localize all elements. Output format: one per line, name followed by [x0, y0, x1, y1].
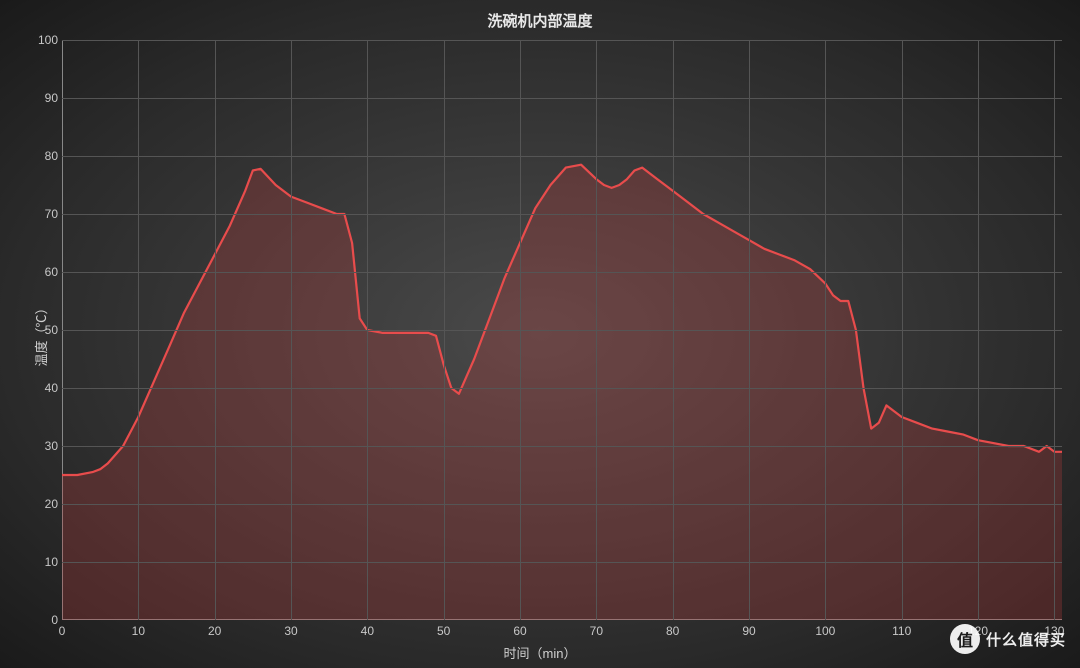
x-tick-label: 100: [815, 624, 835, 638]
gridline-h: [62, 98, 1062, 99]
x-tick-label: 110: [892, 624, 911, 638]
y-tick-label: 50: [28, 323, 58, 337]
gridline-v: [825, 40, 826, 620]
y-tick-label: 100: [28, 33, 58, 47]
gridline-v: [902, 40, 903, 620]
y-tick-label: 80: [28, 149, 58, 163]
y-tick-label: 40: [28, 381, 58, 395]
watermark: 值 什么值得买: [950, 624, 1066, 654]
y-tick-label: 90: [28, 91, 58, 105]
gridline-v: [1054, 40, 1055, 620]
watermark-badge-icon: 值: [950, 624, 980, 654]
gridline-h: [62, 330, 1062, 331]
gridline-v: [215, 40, 216, 620]
gridline-v: [596, 40, 597, 620]
x-axis-label: 时间（min）: [0, 643, 1080, 662]
gridline-h: [62, 562, 1062, 563]
gridline-v: [978, 40, 979, 620]
x-tick-label: 70: [590, 624, 603, 638]
gridline-v: [749, 40, 750, 620]
gridline-h: [62, 446, 1062, 447]
plot-area: 0102030405060708090100010203040506070809…: [62, 40, 1062, 620]
area-fill: [62, 165, 1062, 620]
gridline-h: [62, 272, 1062, 273]
x-tick-label: 30: [284, 624, 297, 638]
y-tick-label: 20: [28, 497, 58, 511]
gridline-v: [673, 40, 674, 620]
gridline-h: [62, 40, 1062, 41]
y-tick-label: 0: [28, 613, 58, 627]
gridline-h: [62, 156, 1062, 157]
x-tick-label: 20: [208, 624, 221, 638]
y-tick-label: 70: [28, 207, 58, 221]
x-tick-label: 60: [513, 624, 526, 638]
gridline-v: [291, 40, 292, 620]
x-tick-label: 80: [666, 624, 679, 638]
gridline-v: [367, 40, 368, 620]
y-tick-label: 60: [28, 265, 58, 279]
gridline-h: [62, 388, 1062, 389]
x-tick-label: 90: [742, 624, 755, 638]
gridline-v: [444, 40, 445, 620]
x-tick-label: 50: [437, 624, 450, 638]
y-tick-label: 10: [28, 555, 58, 569]
x-tick-label: 40: [361, 624, 374, 638]
y-tick-label: 30: [28, 439, 58, 453]
x-tick-label: 10: [132, 624, 145, 638]
chart-title: 洗碗机内部温度: [0, 10, 1080, 31]
gridline-h: [62, 214, 1062, 215]
watermark-text: 什么值得买: [986, 629, 1066, 650]
chart-container: 洗碗机内部温度 温度（℃） 时间（min） 010203040506070809…: [0, 0, 1080, 668]
gridline-v: [520, 40, 521, 620]
gridline-h: [62, 504, 1062, 505]
gridline-v: [138, 40, 139, 620]
x-tick-label: 0: [59, 624, 66, 638]
